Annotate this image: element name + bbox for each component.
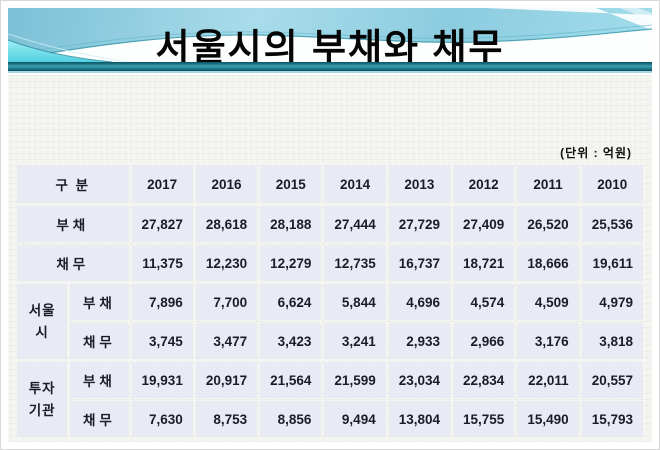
value-cell: 25,536 — [581, 206, 643, 242]
value-cell: 8,856 — [260, 401, 322, 437]
value-cell: 23,034 — [388, 362, 451, 398]
value-cell: 26,520 — [517, 206, 579, 242]
value-cell: 22,011 — [517, 362, 579, 398]
value-cell: 7,896 — [131, 284, 193, 320]
year-column-header: 2012 — [453, 165, 515, 203]
value-cell: 18,721 — [453, 245, 515, 281]
value-cell: 3,477 — [195, 323, 258, 359]
value-cell: 5,844 — [324, 284, 386, 320]
row-label: 부채 — [70, 284, 129, 320]
value-cell: 12,279 — [260, 245, 322, 281]
value-cell: 20,917 — [195, 362, 258, 398]
value-cell: 4,509 — [517, 284, 579, 320]
table-row: 부채 27,827 28,618 28,188 27,444 27,729 27… — [17, 206, 643, 242]
table-row: 채무 7,630 8,753 8,856 9,494 13,804 15,755… — [17, 401, 643, 437]
header-wave-graphic — [8, 8, 652, 62]
table-header-row: 구 분 2017 2016 2015 2014 2013 2012 2011 2… — [17, 165, 643, 203]
value-cell: 28,188 — [260, 206, 322, 242]
value-cell: 27,729 — [388, 206, 451, 242]
value-cell: 15,755 — [453, 401, 515, 437]
year-column-header: 2017 — [131, 165, 193, 203]
value-cell: 18,666 — [517, 245, 579, 281]
debt-table: 구 분 2017 2016 2015 2014 2013 2012 2011 2… — [14, 162, 646, 440]
row-label: 부채 — [17, 206, 129, 242]
value-cell: 19,931 — [131, 362, 193, 398]
value-cell: 6,624 — [260, 284, 322, 320]
year-column-header: 2016 — [195, 165, 258, 203]
value-cell: 27,444 — [324, 206, 386, 242]
table-row: 채무 3,745 3,477 3,423 3,241 2,933 2,966 3… — [17, 323, 643, 359]
value-cell: 2,933 — [388, 323, 451, 359]
value-cell: 20,557 — [581, 362, 643, 398]
value-cell: 3,176 — [517, 323, 579, 359]
value-cell: 3,745 — [131, 323, 193, 359]
value-cell: 4,979 — [581, 284, 643, 320]
value-cell: 3,818 — [581, 323, 643, 359]
row-label: 채무 — [70, 323, 129, 359]
table-row: 채무 11,375 12,230 12,279 12,735 16,737 18… — [17, 245, 643, 281]
unit-label: (단위 : 억원) — [560, 146, 632, 160]
value-cell: 22,834 — [453, 362, 515, 398]
value-cell: 15,793 — [581, 401, 643, 437]
year-column-header: 2014 — [324, 165, 386, 203]
row-label: 부채 — [70, 362, 129, 398]
value-cell: 9,494 — [324, 401, 386, 437]
table-row: 서울시 부채 7,896 7,700 6,624 5,844 4,696 4,5… — [17, 284, 643, 359]
value-cell: 7,630 — [131, 401, 193, 437]
value-cell: 13,804 — [388, 401, 451, 437]
debt-table-container: 구 분 2017 2016 2015 2014 2013 2012 2011 2… — [14, 162, 646, 440]
value-cell: 16,737 — [388, 245, 451, 281]
year-column-header: 2011 — [517, 165, 579, 203]
value-cell: 7,700 — [195, 284, 258, 320]
value-cell: 4,696 — [388, 284, 451, 320]
table-row: 투자기관 부채 19,931 20,917 21,564 21,599 23,0… — [17, 362, 643, 437]
value-cell: 21,599 — [324, 362, 386, 398]
row-label: 채무 — [17, 245, 129, 281]
table-corner-cell: 구 분 — [17, 165, 129, 203]
row-label: 채무 — [70, 401, 129, 437]
value-cell: 28,618 — [195, 206, 258, 242]
value-cell: 3,423 — [260, 323, 322, 359]
row-group-label: 투자기관 — [17, 362, 68, 437]
slide-header: 서울시의 부채와 채무 — [8, 8, 652, 62]
value-cell: 19,611 — [581, 245, 643, 281]
value-cell: 27,409 — [453, 206, 515, 242]
value-cell: 12,735 — [324, 245, 386, 281]
value-cell: 21,564 — [260, 362, 322, 398]
row-group-label: 서울시 — [17, 284, 68, 359]
value-cell: 27,827 — [131, 206, 193, 242]
page-title: 서울시의 부채와 채무 — [155, 27, 505, 62]
header-divider-bar — [8, 62, 652, 73]
value-cell: 2,966 — [453, 323, 515, 359]
value-cell: 4,574 — [453, 284, 515, 320]
year-column-header: 2010 — [581, 165, 643, 203]
value-cell: 8,753 — [195, 401, 258, 437]
year-column-header: 2013 — [388, 165, 451, 203]
year-column-header: 2015 — [260, 165, 322, 203]
value-cell: 12,230 — [195, 245, 258, 281]
value-cell: 3,241 — [324, 323, 386, 359]
value-cell: 15,490 — [517, 401, 579, 437]
value-cell: 11,375 — [131, 245, 193, 281]
